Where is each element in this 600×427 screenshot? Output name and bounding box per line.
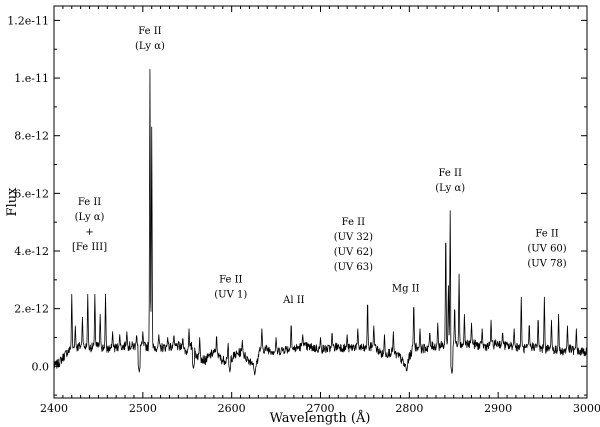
line-annotation-text: (UV 1) bbox=[214, 290, 247, 301]
line-annotation-text: Fe II bbox=[342, 217, 365, 228]
x-tick-label: 3000 bbox=[573, 402, 600, 415]
x-axis-label: Wavelength (Å) bbox=[270, 410, 371, 426]
line-annotation-text: Fe II bbox=[535, 229, 558, 240]
line-annotation-text: (UV 78) bbox=[527, 259, 566, 270]
y-tick-label: 0.0 bbox=[32, 360, 50, 373]
y-tick-label: 1.e-11 bbox=[14, 72, 49, 85]
spectrum-line bbox=[53, 69, 588, 376]
line-annotation-text: Fe II bbox=[219, 275, 242, 286]
y-tick-label: 1.2e-11 bbox=[7, 14, 49, 27]
line-annotation-text: Mg II bbox=[392, 283, 420, 294]
x-tick-label: 2800 bbox=[395, 402, 423, 415]
x-tick-label: 2400 bbox=[40, 402, 68, 415]
y-tick-label: 4.e-12 bbox=[14, 245, 49, 258]
line-annotation-text: + bbox=[85, 227, 93, 238]
line-annotations: Fe II (Ly α) + [Fe III] Fe II (Ly α) Fe II (UV … bbox=[72, 26, 567, 306]
x-tick-label: 2900 bbox=[484, 402, 512, 415]
line-annotation-text: (Ly α) bbox=[135, 41, 165, 52]
axis-tick-labels: 2400 2500 2600 2700 2800 2900 3000 0.0 2.e-12 4.e… bbox=[7, 14, 600, 415]
x-tick-label: 2500 bbox=[129, 402, 157, 415]
line-annotation-text: Fe II bbox=[439, 168, 462, 179]
line-annotation-text: [Fe III] bbox=[72, 242, 107, 253]
line-annotation-text: (UV 62) bbox=[334, 247, 373, 258]
y-axis-label: Flux bbox=[5, 187, 20, 217]
x-tick-label: 2700 bbox=[307, 402, 335, 415]
line-annotation-text: (Ly α) bbox=[435, 183, 465, 194]
line-annotation-text: Fe II bbox=[138, 26, 161, 37]
line-annotation-text: (Ly α) bbox=[75, 212, 105, 223]
line-annotation-text: (UV 32) bbox=[334, 232, 373, 243]
y-tick-label: 2.e-12 bbox=[14, 303, 49, 316]
y-tick-label: 6.e-12 bbox=[14, 187, 49, 200]
line-annotation-text: Fe II bbox=[78, 197, 101, 208]
line-annotation-text: (UV 63) bbox=[334, 262, 373, 273]
x-tick-label: 2600 bbox=[218, 402, 246, 415]
line-annotation-text: Al II bbox=[282, 295, 305, 306]
axis-ticks bbox=[53, 6, 588, 398]
line-annotation-text: (UV 60) bbox=[527, 244, 566, 255]
y-tick-label: 8.e-12 bbox=[14, 130, 49, 143]
